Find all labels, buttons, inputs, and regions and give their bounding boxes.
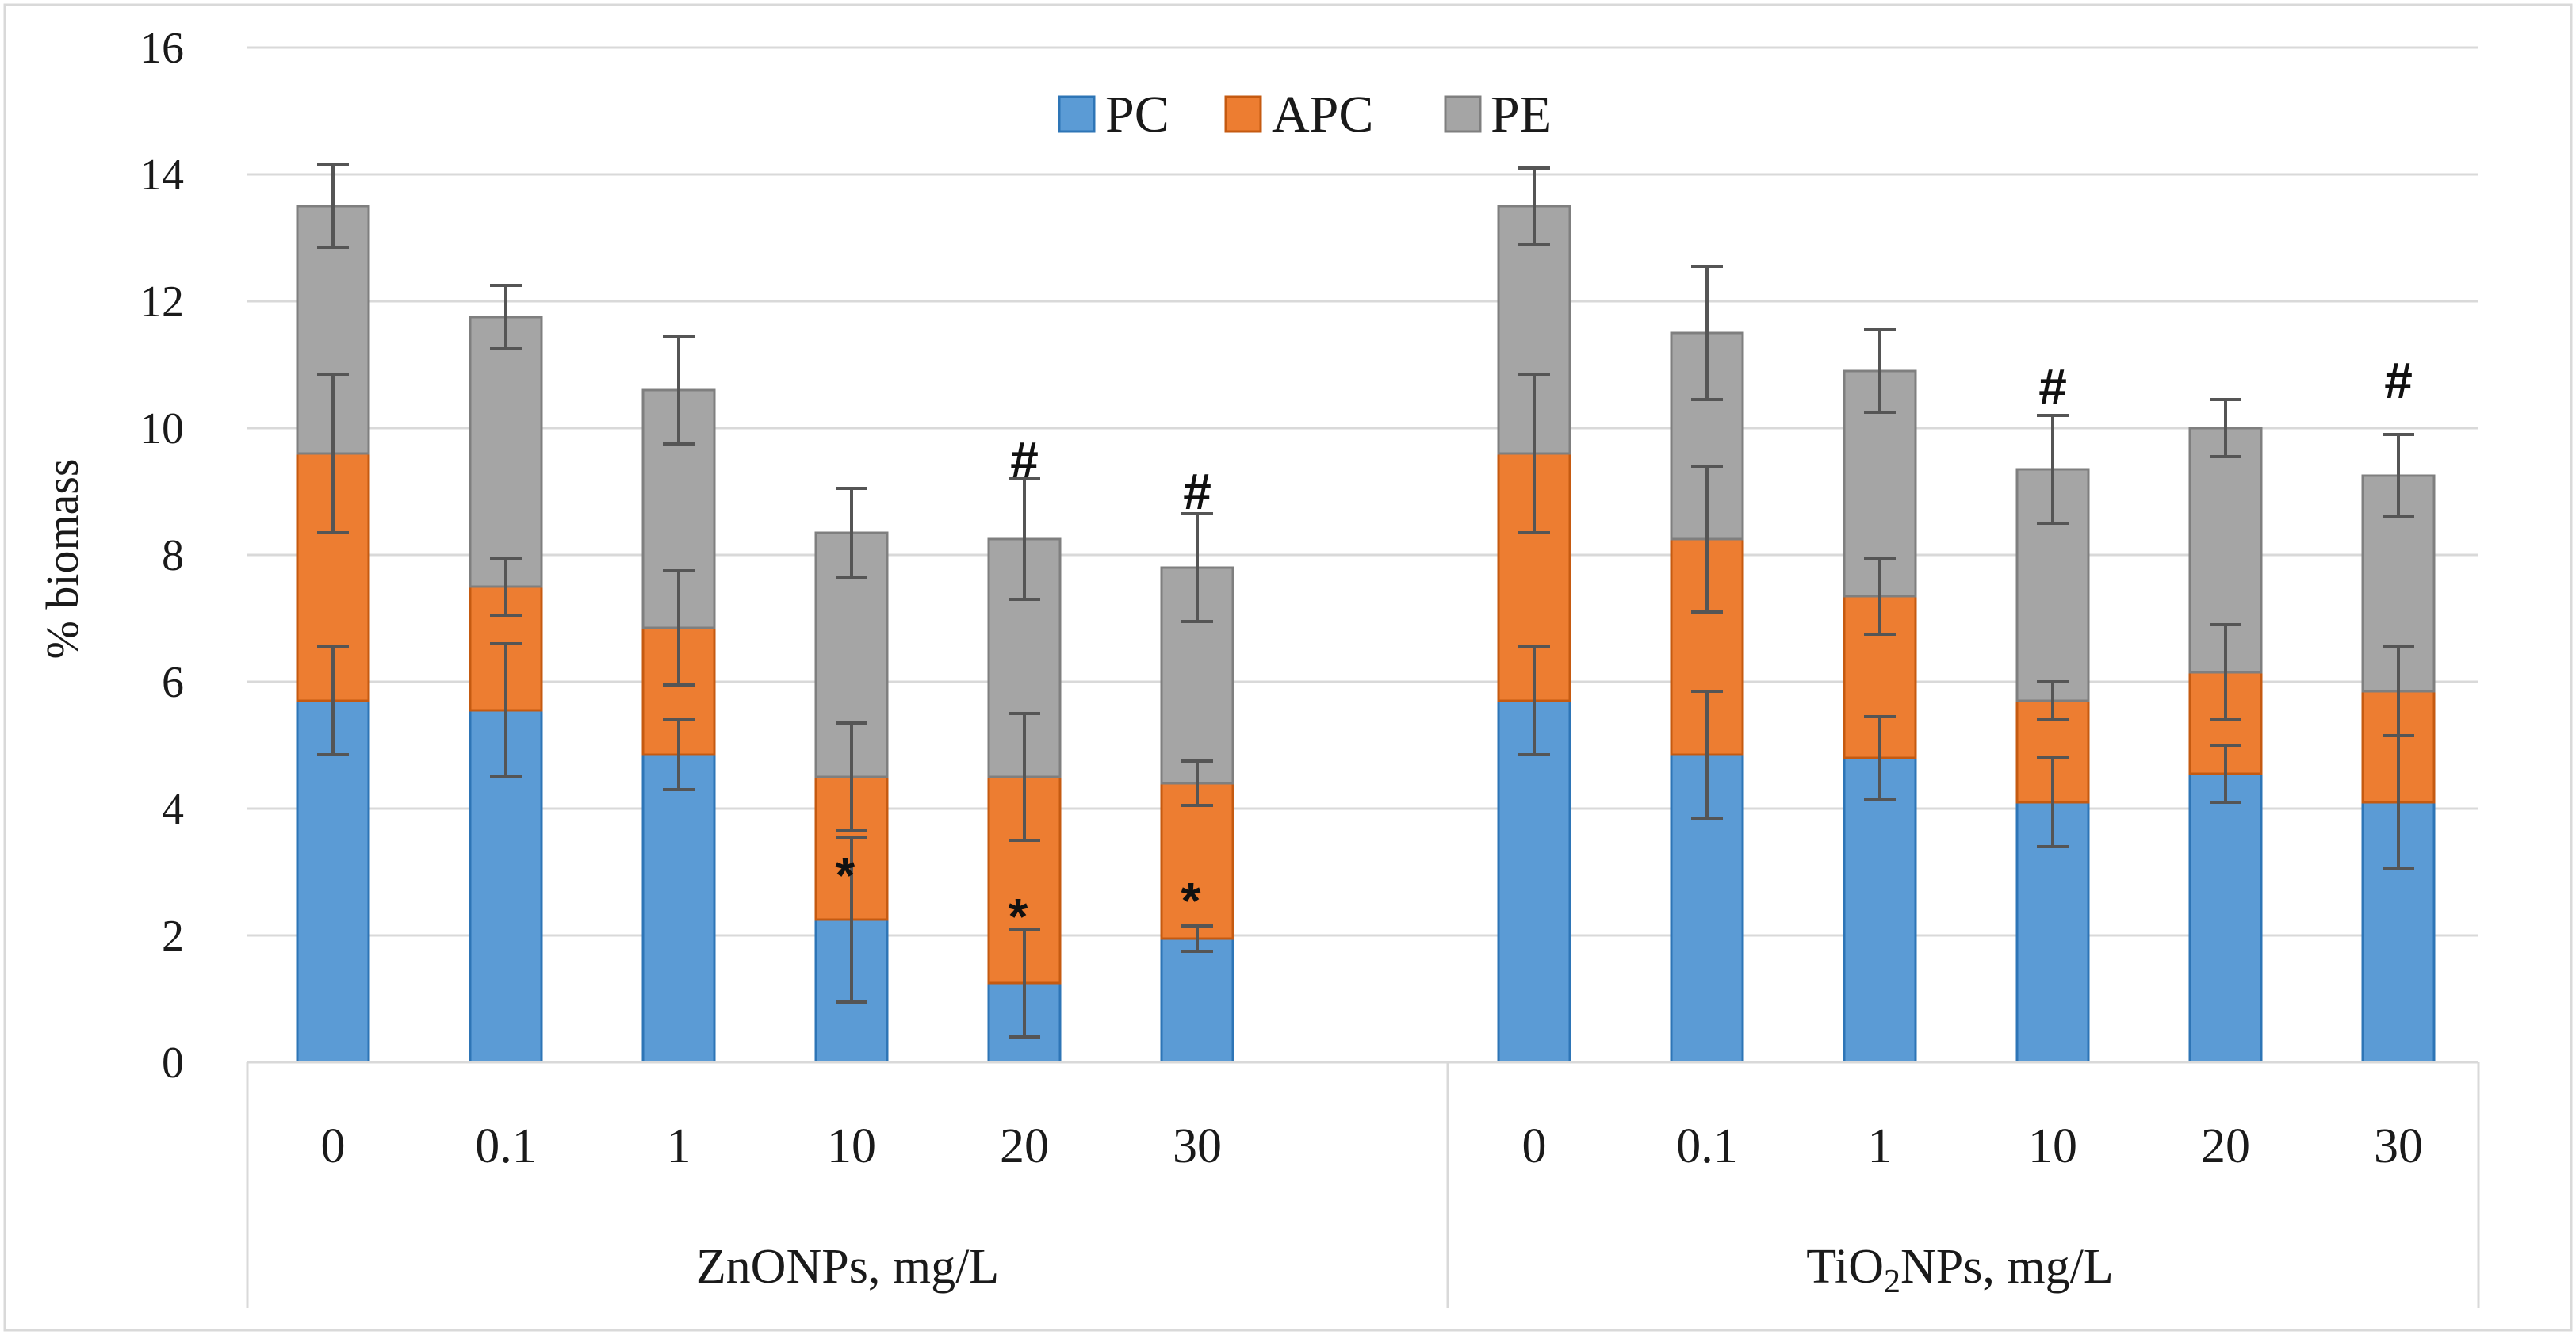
asterisk-marker-2: * [1181, 872, 1201, 929]
x-tick-label-znonps-0.1: 0.1 [475, 1119, 537, 1173]
bar-pc-8 [1843, 756, 1917, 1064]
y-tick-label-0: 0 [162, 1039, 184, 1088]
significance-markers: * * * # # # # [836, 352, 2413, 945]
x-tick-label-tio2nps-0: 0 [1522, 1119, 1547, 1173]
bar-pe-1 [469, 316, 543, 588]
x-tick-label-znonps-0: 0 [321, 1119, 346, 1173]
x-tick-label-tio2nps-0.1: 0.1 [1676, 1119, 1738, 1173]
group-label-znonps: ZnONPs, mg/L [696, 1240, 999, 1294]
x-axis [246, 1061, 2480, 1308]
legend-label-pe: PE [1491, 86, 1552, 143]
y-tick-label-4: 4 [162, 785, 184, 834]
legend-swatch-pc [1058, 95, 1096, 133]
x-tick-label-znonps-20: 20 [1000, 1119, 1049, 1173]
bar-pc-6 [1497, 699, 1571, 1064]
x-tick-label-znonps-10: 10 [827, 1119, 876, 1173]
error-bars [317, 163, 2414, 1039]
legend-swatch-pe [1444, 95, 1482, 133]
hash-marker-5: # [2038, 358, 2067, 415]
y-tick-label-2: 2 [162, 912, 184, 961]
y-tick-label-6: 6 [162, 658, 184, 707]
x-tick-label-tio2nps-1: 1 [1868, 1119, 1893, 1173]
asterisk-marker-0: * [836, 847, 855, 904]
x-tick-label-tio2nps-10: 10 [2028, 1119, 2077, 1173]
bar-apc-5 [1160, 782, 1234, 940]
chart-border [3, 3, 2573, 1332]
legend-swatch-apc [1224, 95, 1262, 133]
x-tick-label-tio2nps-20: 20 [2201, 1119, 2250, 1173]
bar-pc-0 [296, 699, 370, 1064]
y-tick-label-16: 16 [140, 24, 184, 73]
y-tick-label-10: 10 [140, 404, 184, 453]
legend-label-pc: PC [1105, 86, 1169, 143]
group-label-tio2nps: TiO2NPs, mg/L [1806, 1240, 2113, 1300]
x-tick-label-znonps-1: 1 [667, 1119, 691, 1173]
y-tick-label-14: 14 [140, 151, 184, 200]
legend-label-apc: APC [1272, 86, 1373, 143]
asterisk-marker-1: * [1009, 888, 1028, 945]
gridlines [247, 46, 2478, 937]
bar-pc-2 [641, 753, 716, 1064]
hash-marker-6: # [2384, 352, 2413, 409]
hash-marker-4: # [1183, 463, 1211, 520]
x-axis-tick-labels: 0 0.1 1 10 20 30 0 0.1 1 10 20 30 [321, 1119, 2424, 1173]
y-tick-label-8: 8 [162, 531, 184, 580]
bar-pc-5 [1160, 937, 1234, 1064]
x-tick-label-tio2nps-30: 30 [2374, 1119, 2423, 1173]
y-tick-label-12: 12 [140, 277, 184, 327]
bar-pc-10 [2188, 772, 2263, 1064]
y-axis-ticks: 0 2 4 6 8 10 12 14 16 [140, 24, 184, 1088]
x-tick-label-znonps-30: 30 [1173, 1119, 1222, 1173]
y-axis-title: % biomass [36, 459, 88, 660]
legend: PC APC PE [1058, 86, 1552, 143]
hash-marker-3: # [1010, 431, 1039, 488]
